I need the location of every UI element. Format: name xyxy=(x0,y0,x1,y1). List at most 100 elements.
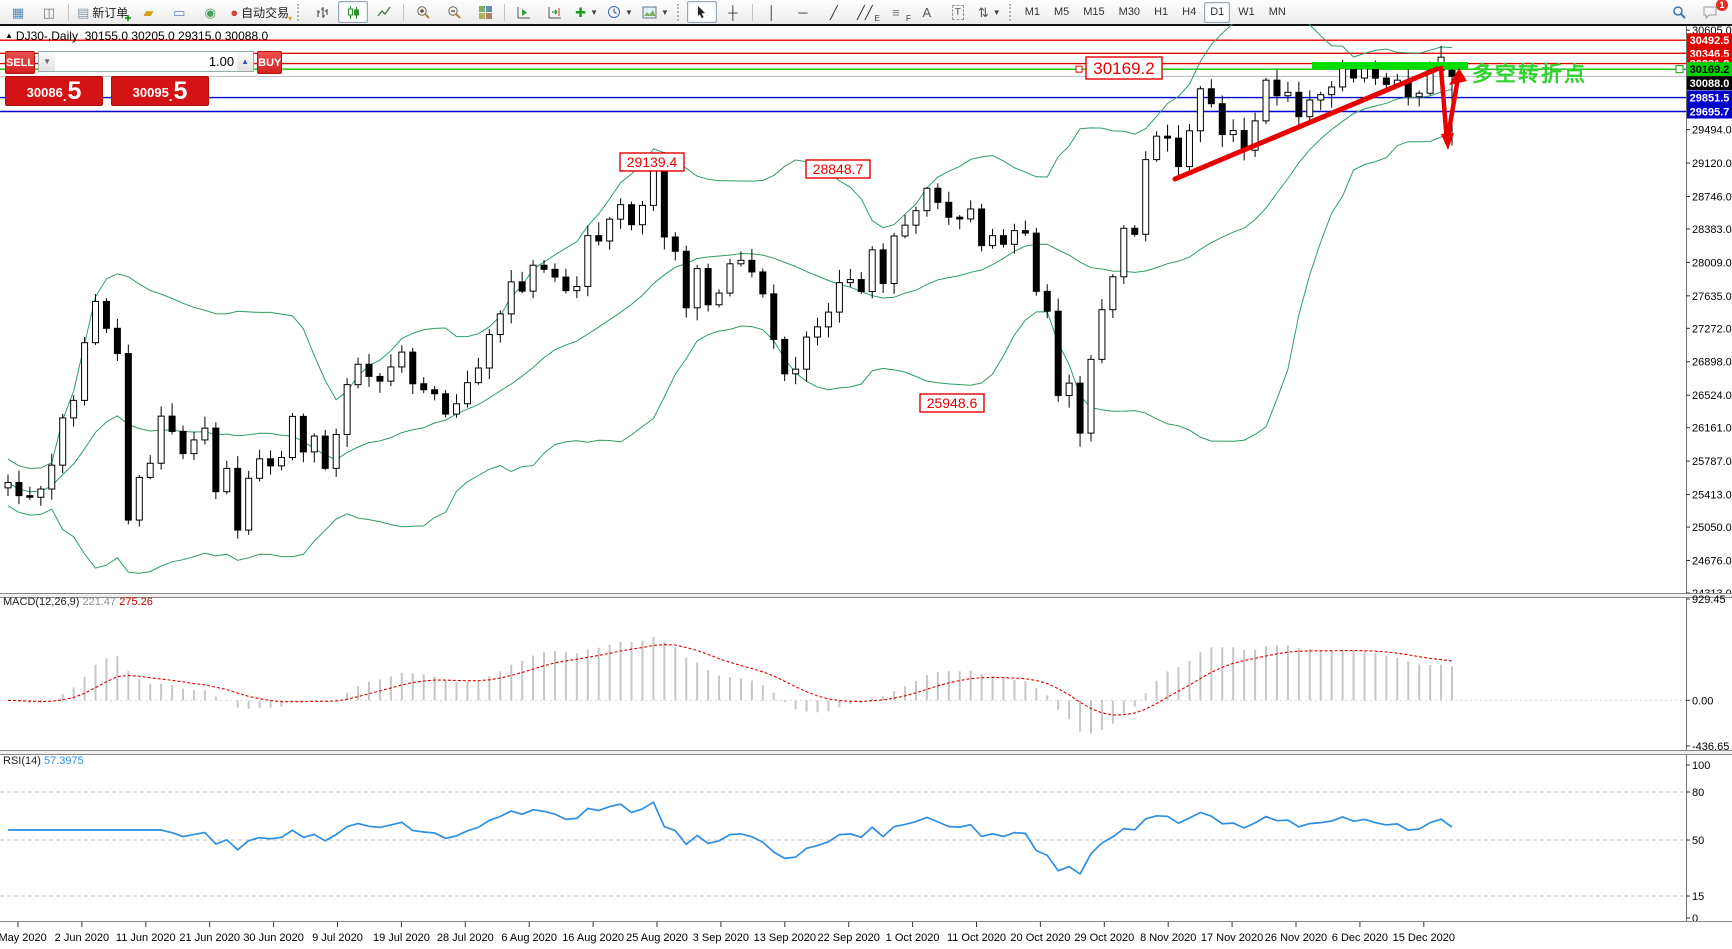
rsi-axis-label: 100 xyxy=(1692,760,1710,772)
data-window-button[interactable]: ◫ xyxy=(34,1,64,23)
macd-main-value: 221.47 xyxy=(82,596,117,608)
candle-body xyxy=(1306,99,1314,118)
timeframe-mn-button[interactable]: MN xyxy=(1268,6,1286,18)
crosshair-tool-button[interactable]: ┼ xyxy=(718,1,748,23)
timeframe-h4-button[interactable]: H4 xyxy=(1182,6,1197,18)
fibonacci-tool-button[interactable]: ≡ F xyxy=(881,1,911,23)
vline-tool-button[interactable]: │ xyxy=(757,1,787,23)
date-tick-label: 4 May 2020 xyxy=(0,932,47,944)
date-tick-label: 28 Jul 2020 xyxy=(437,932,494,944)
channel-tool-button[interactable]: ╱╱ E xyxy=(850,1,880,23)
bar-chart-button[interactable] xyxy=(307,1,337,23)
candle-body xyxy=(989,235,997,247)
market-watch-button[interactable]: ▰ xyxy=(133,1,163,23)
candle-body xyxy=(1153,135,1161,161)
timeframe-m5-button[interactable]: M5 xyxy=(1053,6,1070,18)
search-button[interactable] xyxy=(1664,1,1694,23)
price-annotation-box[interactable] xyxy=(919,393,985,413)
ask-price-button[interactable]: 30095. 5 xyxy=(111,76,209,106)
candle-body xyxy=(1109,276,1117,311)
candle-body xyxy=(1076,382,1084,434)
timeframe-m1-button[interactable]: M1 xyxy=(1024,6,1040,18)
panel-divider[interactable] xyxy=(0,593,1732,598)
timeframe-d1-button[interactable]: D1 xyxy=(1204,1,1231,23)
candle-body xyxy=(124,353,132,521)
line-handle-icon[interactable] xyxy=(1675,65,1684,74)
auto-scroll-button[interactable] xyxy=(509,1,539,23)
date-tick-label: 11 Oct 2020 xyxy=(947,932,1006,944)
zoom-out-icon xyxy=(447,5,461,19)
chart-window[interactable]: 30169.2 29139.4 28848.7 25948.6 多空转折点 30605.0… xyxy=(0,24,1732,949)
candle-body xyxy=(1218,103,1226,136)
candle-body xyxy=(1010,230,1018,245)
price-annotation-box[interactable] xyxy=(805,159,871,179)
candle-body xyxy=(485,334,493,369)
search-icon xyxy=(1672,5,1686,19)
date-tick-label: 15 Dec 2020 xyxy=(1393,932,1455,944)
rsi-axis-label: 15 xyxy=(1692,891,1704,903)
arrows-tool-button[interactable]: ⇅ ▼ xyxy=(974,1,1005,23)
candle-chart-button[interactable] xyxy=(338,1,369,23)
indicators-button[interactable]: ✚ ▼ xyxy=(571,1,602,23)
notifications-button[interactable]: 1 xyxy=(1695,0,1728,23)
chart-shift-button[interactable] xyxy=(540,1,570,23)
volume-up-button[interactable]: ▲ xyxy=(237,52,254,71)
candle-body xyxy=(879,249,887,284)
collapse-arrow-icon[interactable]: ▲ xyxy=(5,31,13,40)
panel-divider[interactable] xyxy=(0,750,1732,755)
sell-button[interactable]: SELL xyxy=(5,51,36,74)
trend-line[interactable] xyxy=(1172,66,1440,182)
price-tick-label: 25050.0 xyxy=(1692,522,1732,534)
price-annotation-box[interactable] xyxy=(1085,56,1163,80)
timeframe-m15-button[interactable]: M15 xyxy=(1083,6,1105,18)
candle-body xyxy=(956,216,964,220)
candle-body xyxy=(409,351,417,385)
zoom-in-button[interactable] xyxy=(408,1,438,23)
candle-body xyxy=(212,427,220,493)
date-tick-label: 6 Aug 2020 xyxy=(501,932,557,944)
text-tool-button[interactable]: A xyxy=(912,1,942,23)
candle-body xyxy=(37,488,45,498)
new-order-button[interactable]: ▤ ✚ 新订单 xyxy=(73,1,132,23)
candle-body xyxy=(310,435,318,453)
price-annotation-box[interactable] xyxy=(619,152,685,172)
autotrade-button[interactable]: ● ▾ 自动交易 xyxy=(226,1,293,23)
timeframe-w1-button[interactable]: W1 xyxy=(1238,6,1255,18)
bid-price-button[interactable]: 30086. 5 xyxy=(5,76,103,106)
line-chart-button[interactable] xyxy=(369,1,399,23)
clock-icon xyxy=(608,6,621,18)
tile-windows-button[interactable] xyxy=(470,1,500,23)
candle-body xyxy=(431,389,439,395)
dropdown-arrow-icon: ▼ xyxy=(992,7,1001,17)
date-tick-label: 6 Dec 2020 xyxy=(1332,932,1388,944)
turning-point-note[interactable]: 多空转折点 xyxy=(1472,62,1587,86)
volume-down-button[interactable]: ▼ xyxy=(39,52,56,71)
timeframe-m30-button[interactable]: M30 xyxy=(1118,6,1141,18)
periods-button[interactable]: ▼ xyxy=(603,1,637,23)
dropdown-arrow-icon: ▼ xyxy=(590,7,599,17)
candle-body xyxy=(792,368,800,375)
candle-body xyxy=(1098,309,1106,360)
text-label-tool-button[interactable]: T xyxy=(943,1,973,23)
buy-button[interactable]: BUY xyxy=(257,51,283,74)
signals-button[interactable]: ◉ xyxy=(195,1,225,23)
autotrade-icon: ● ▾ xyxy=(230,4,293,23)
separator xyxy=(403,3,405,21)
label-anchor-icon[interactable] xyxy=(1075,65,1083,73)
arrowhead-up-icon xyxy=(1449,68,1467,85)
separator xyxy=(504,3,506,21)
new-chart-button[interactable]: ▦ xyxy=(3,1,33,23)
volume-input[interactable] xyxy=(55,52,238,71)
dropdown-arrow-icon: ▼ xyxy=(660,7,669,17)
bollinger-middle-band xyxy=(7,88,1453,493)
candle-body xyxy=(638,204,646,226)
hline-tool-button[interactable]: ─ xyxy=(788,1,818,23)
candle-body xyxy=(1087,358,1095,434)
trendline-tool-button[interactable]: ╱ xyxy=(819,1,849,23)
cursor-tool-button[interactable] xyxy=(686,1,717,23)
publish-button[interactable]: ▭ xyxy=(164,1,194,23)
timeframe-h1-button[interactable]: H1 xyxy=(1154,6,1169,18)
zoom-out-button[interactable] xyxy=(439,1,469,23)
templates-button[interactable]: ▼ xyxy=(638,1,673,23)
